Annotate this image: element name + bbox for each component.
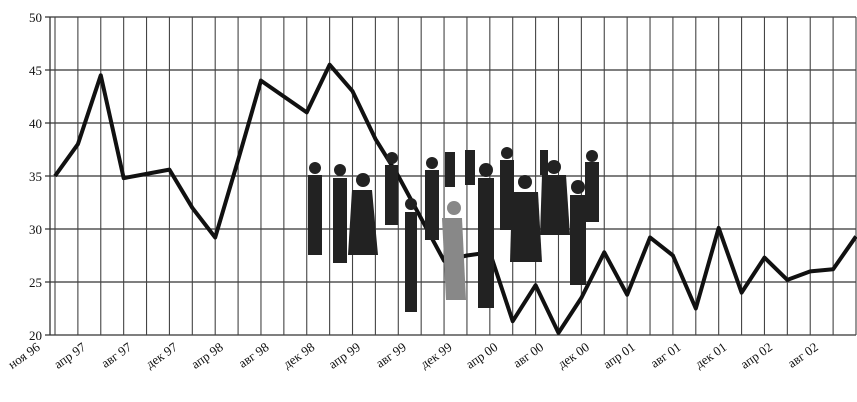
x-tick-label: дек 97: [143, 339, 181, 372]
x-tick-label: апр 01: [600, 339, 638, 372]
x-tick-label: авг 99: [373, 339, 409, 371]
x-tick-label: авг 01: [647, 339, 683, 371]
crowd-illustration: [308, 147, 599, 312]
x-tick-label: дек 98: [280, 339, 317, 371]
x-tick-label: апр 99: [326, 339, 364, 372]
x-tick-label: ноя 96: [5, 339, 43, 372]
y-tick-label: 20: [29, 328, 42, 343]
x-tick-label: авг 97: [98, 339, 134, 371]
y-tick-label: 25: [29, 275, 42, 290]
x-tick-label: апр 98: [188, 339, 226, 372]
x-tick-label: апр 00: [463, 339, 501, 372]
x-tick-label: дек 01: [692, 339, 729, 371]
x-tick-label: апр 02: [738, 339, 776, 372]
x-tick-label: дек 00: [555, 339, 592, 371]
x-tick-label: дек 99: [417, 339, 454, 371]
x-tick-label: авг 02: [785, 339, 821, 371]
y-tick-label: 35: [29, 169, 42, 184]
y-tick-label: 50: [29, 10, 42, 25]
x-tick-label: авг 00: [510, 339, 546, 371]
y-tick-label: 45: [29, 63, 42, 78]
y-tick-label: 40: [29, 116, 42, 131]
x-tick-label: апр 97: [51, 339, 89, 372]
x-tick-label: авг 98: [236, 339, 272, 371]
y-tick-label: 30: [29, 222, 42, 237]
